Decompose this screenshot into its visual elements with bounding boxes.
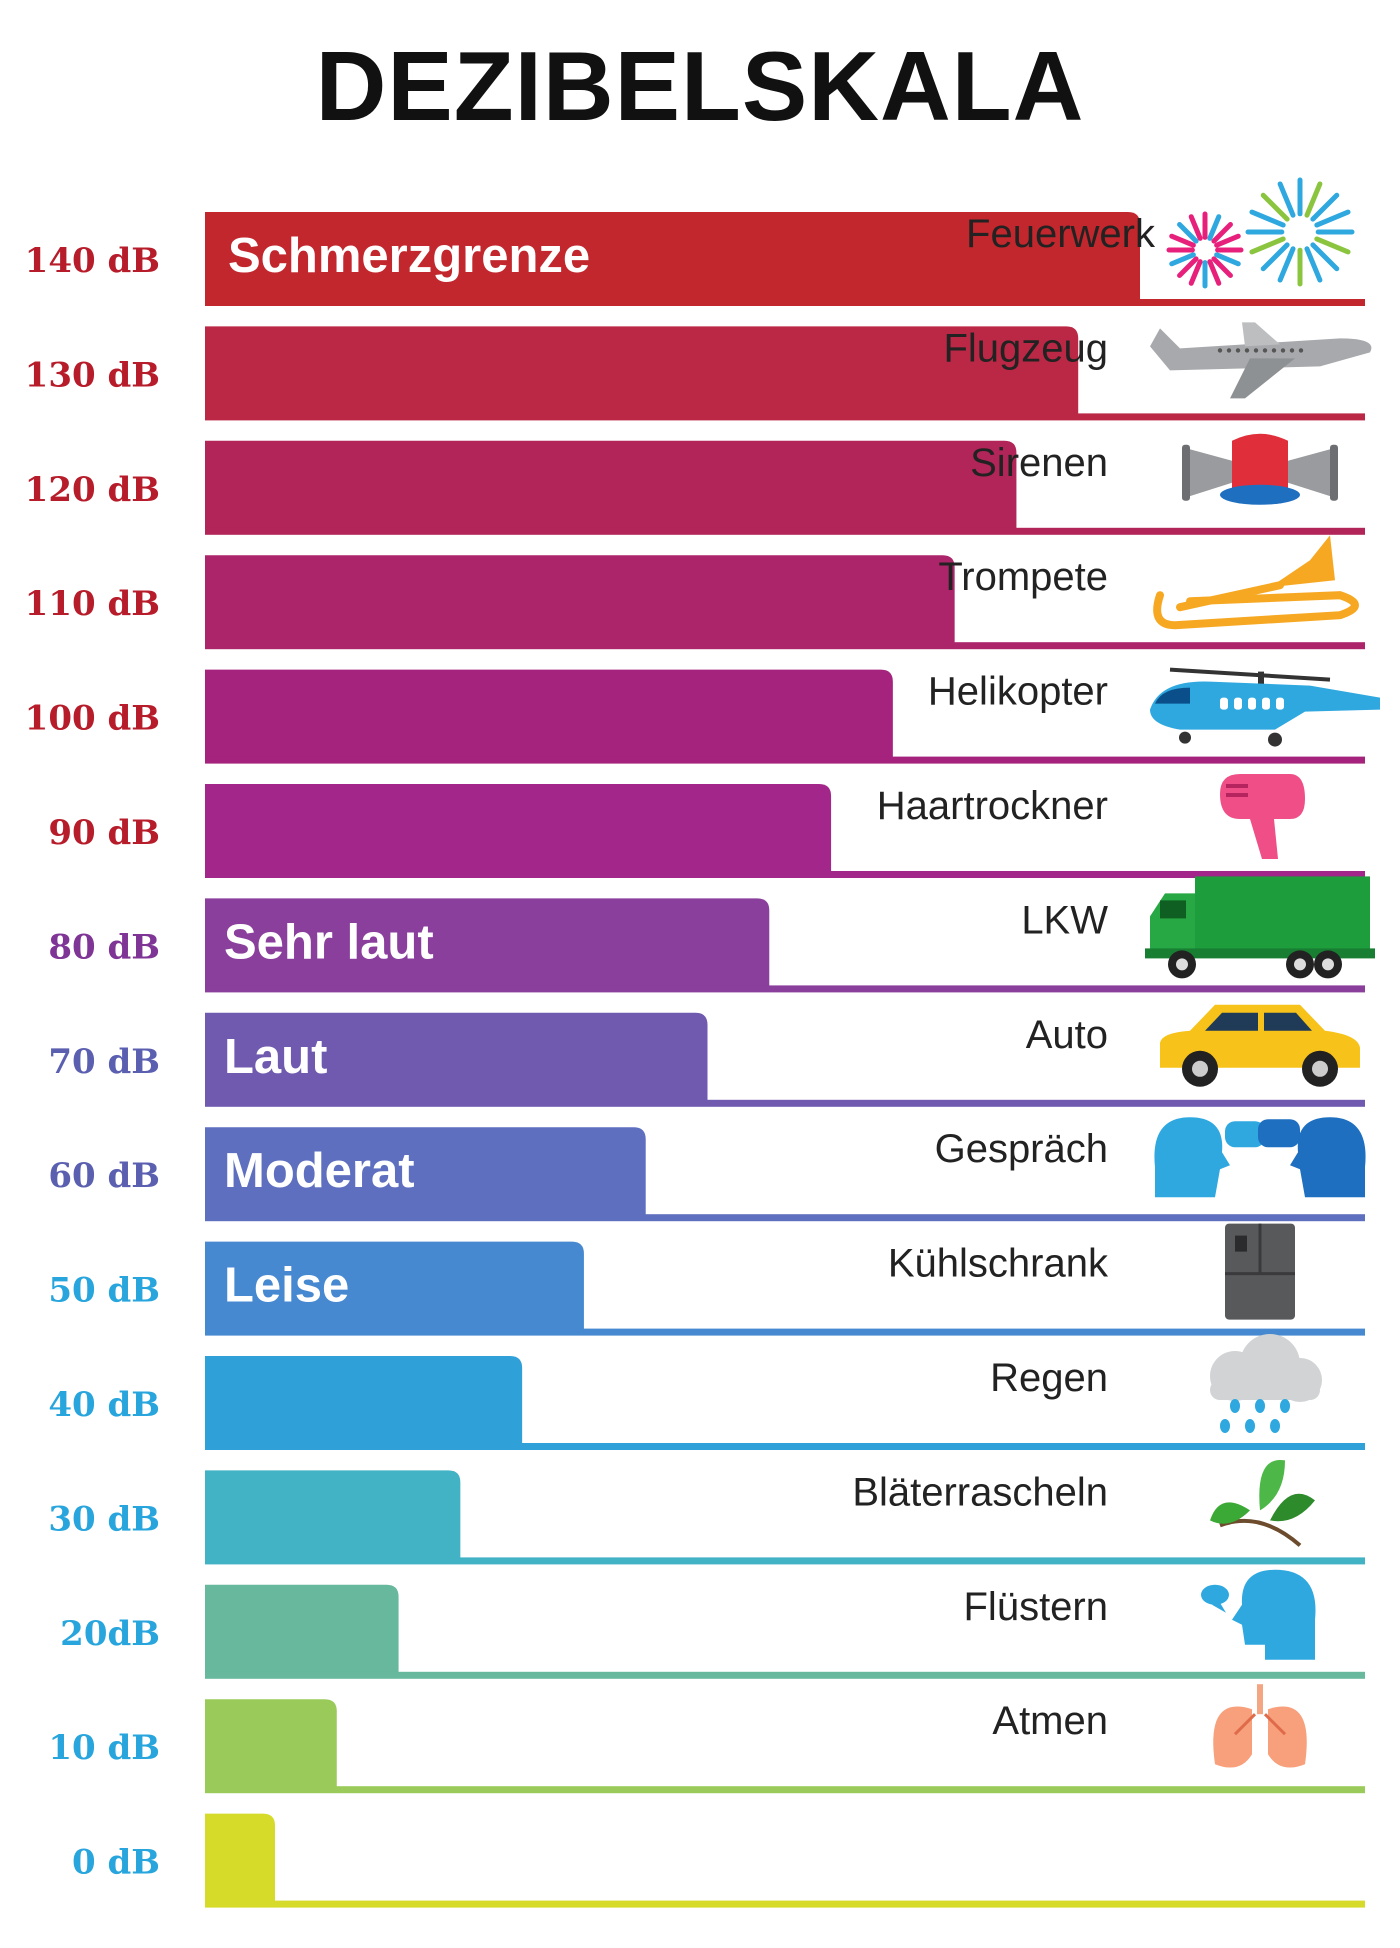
db-tick-label: 90 dB: [48, 813, 160, 853]
chart-row: 140 dB Schmerzgrenze Feuerwerk: [25, 212, 1365, 306]
chart-row: 70 dB Laut Auto: [48, 1012, 1365, 1107]
source-label: Kühlschrank: [888, 1242, 1109, 1286]
bar-baseline: [205, 985, 1365, 993]
bar-baseline: [205, 299, 1365, 306]
source-label: Haartrockner: [877, 784, 1108, 828]
bar-baseline: [205, 413, 1365, 421]
chart-row: 110 dB Trompete: [25, 555, 1365, 650]
db-tick-label: 80 dB: [48, 927, 160, 967]
source-label: Flugzeug: [943, 326, 1108, 370]
category-label: Laut: [224, 1030, 327, 1084]
bar: [205, 440, 1017, 534]
hairdryer-icon: [1220, 774, 1305, 859]
chart-row: 0 dB: [72, 1813, 1365, 1908]
bar: [205, 1356, 523, 1449]
lungs-icon: [1213, 1684, 1307, 1768]
fridge-icon: [1225, 1223, 1295, 1320]
bar: [205, 1012, 708, 1106]
bar: [205, 326, 1079, 420]
chart-row: 130 dB Flugzeug: [25, 326, 1365, 421]
bar: [205, 1813, 275, 1907]
db-tick-label: 20dB: [60, 1614, 160, 1654]
bar-baseline: [205, 1786, 1365, 1794]
chart-row: 10 dB Atmen: [48, 1699, 1365, 1794]
chart-icons: [1145, 177, 1380, 1768]
chart-row: 80 dB Sehr laut LKW: [48, 898, 1365, 993]
bar-baseline: [205, 1443, 1365, 1450]
bar: [205, 1699, 337, 1793]
source-label: Atmen: [992, 1699, 1108, 1743]
source-label: Auto: [1026, 1013, 1108, 1057]
source-label: Bläterrascheln: [852, 1470, 1108, 1514]
category-label: Leise: [224, 1259, 349, 1313]
source-label: Flüstern: [964, 1585, 1109, 1629]
db-tick-label: 110 dB: [25, 584, 160, 624]
bar-baseline: [205, 1557, 1365, 1565]
bar-baseline: [205, 756, 1365, 764]
bar-baseline: [205, 1214, 1365, 1222]
source-label: Helikopter: [928, 670, 1108, 714]
source-label: Trompete: [938, 555, 1108, 599]
whisper-icon: [1201, 1569, 1316, 1660]
chart-row: 90 dB Haartrockner: [48, 784, 1365, 878]
source-label: Sirenen: [970, 441, 1108, 485]
siren-icon: [1182, 433, 1338, 505]
db-tick-label: 70 dB: [48, 1042, 160, 1082]
chart-rows: 140 dB Schmerzgrenze Feuerwerk 130 dB Flugze…: [25, 212, 1365, 1908]
db-tick-label: 10 dB: [48, 1728, 160, 1768]
chart-title: DEZIBELSKALA: [316, 31, 1085, 141]
chart-row: 120 dB Sirenen: [25, 440, 1365, 535]
db-tick-label: 140 dB: [25, 241, 160, 281]
bar-baseline: [205, 1900, 1365, 1908]
category-label: Sehr laut: [224, 915, 434, 969]
db-tick-label: 130 dB: [25, 355, 160, 395]
bar: [205, 669, 893, 763]
helicopter-icon: [1150, 667, 1380, 747]
chart-row: 50 dB Leise Kühlschrank: [48, 1241, 1365, 1336]
leaves-icon: [1210, 1459, 1315, 1547]
bar: [205, 212, 1140, 305]
bar-baseline: [205, 642, 1365, 650]
chart-row: 60 dB Moderat Gespräch: [48, 1127, 1365, 1222]
db-tick-label: 30 dB: [48, 1499, 160, 1539]
bar: [205, 898, 770, 992]
db-tick-label: 120 dB: [25, 470, 160, 510]
trumpet-icon: [1153, 535, 1359, 630]
fireworks-icon: [1166, 177, 1355, 289]
rain-cloud-icon: [1210, 1334, 1322, 1433]
bar: [205, 784, 832, 877]
category-label: Schmerzgrenze: [228, 229, 590, 283]
car-icon: [1160, 1004, 1360, 1087]
bar: [205, 1241, 584, 1335]
bar: [205, 1470, 461, 1564]
bar-baseline: [205, 1099, 1365, 1107]
bar-baseline: [205, 1671, 1365, 1679]
bar: [205, 1127, 646, 1221]
bar-baseline: [205, 871, 1365, 878]
bar: [205, 555, 955, 649]
db-tick-label: 60 dB: [48, 1156, 160, 1196]
source-label: Feuerwerk: [966, 212, 1156, 256]
db-tick-label: 40 dB: [48, 1385, 160, 1425]
airplane-icon: [1150, 322, 1372, 399]
source-label: Regen: [990, 1356, 1108, 1400]
truck-icon: [1145, 876, 1375, 979]
db-tick-label: 0 dB: [72, 1843, 160, 1883]
source-label: Gespräch: [935, 1127, 1108, 1171]
source-label: LKW: [1021, 898, 1108, 942]
bar: [205, 1584, 399, 1678]
chart-row: 40 dB Regen: [48, 1356, 1365, 1450]
conversation-icon: [1154, 1117, 1366, 1198]
chart-row: 30 dB Bläterrascheln: [48, 1470, 1365, 1565]
chart-row: 20dB Flüstern: [60, 1584, 1365, 1679]
db-tick-label: 50 dB: [48, 1271, 160, 1311]
chart-row: 100 dB Helikopter: [25, 669, 1365, 764]
bar-baseline: [205, 527, 1365, 535]
category-label: Moderat: [224, 1144, 415, 1198]
db-tick-label: 100 dB: [25, 699, 160, 739]
bar-baseline: [205, 1328, 1365, 1336]
